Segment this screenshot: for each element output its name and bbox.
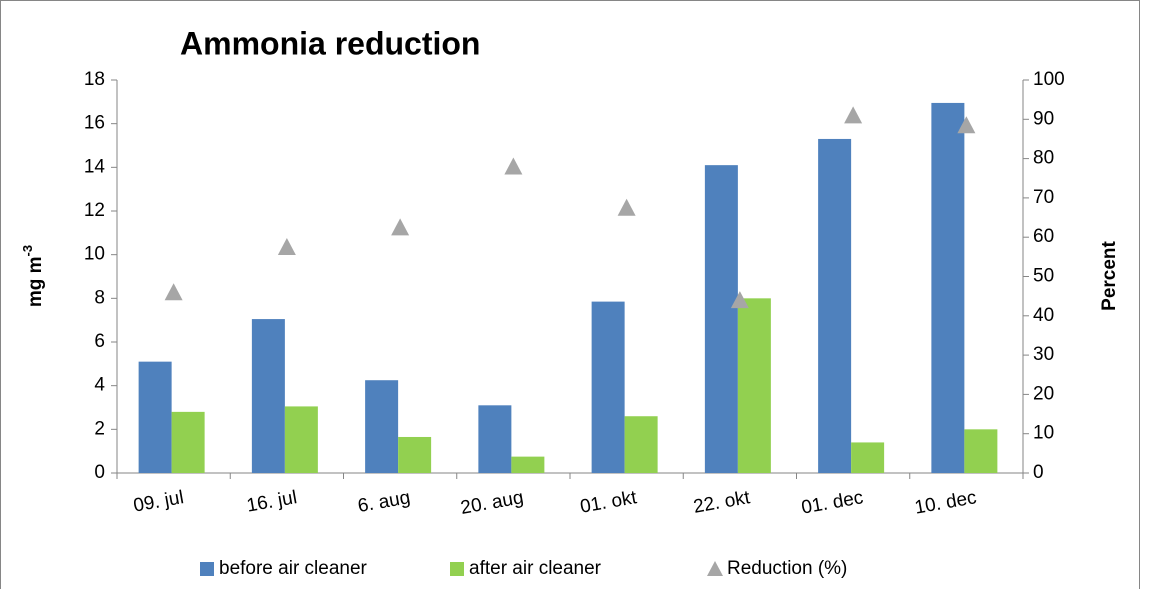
y2-tick-label: 40 [1033, 305, 1054, 326]
bar [398, 436, 432, 473]
bar [478, 405, 512, 473]
marker [957, 116, 976, 134]
marker [277, 238, 296, 256]
y2-tick-label: 90 [1033, 108, 1054, 129]
y2-tick-label: 0 [1033, 462, 1044, 483]
legend-marker [707, 561, 723, 576]
y-tick-label: 6 [94, 331, 105, 352]
bar [818, 138, 852, 473]
y-tick-label: 16 [84, 113, 105, 134]
y2-tick-label: 10 [1033, 423, 1054, 444]
y2-tick-label: 70 [1033, 187, 1054, 208]
chart-title: Ammonia reduction [180, 25, 480, 61]
marker [391, 218, 410, 236]
marker [164, 283, 183, 301]
bar [931, 102, 965, 474]
y2-tick-label: 30 [1033, 344, 1054, 365]
marker [617, 198, 636, 216]
marker [504, 157, 523, 175]
y-tick-label: 18 [84, 69, 105, 90]
legend-label: before air cleaner [219, 558, 368, 579]
bar [704, 165, 738, 473]
legend-swatch [450, 562, 464, 576]
bar [851, 442, 885, 473]
bar [284, 406, 318, 473]
legend-label: Reduction (%) [727, 558, 847, 579]
bar [964, 429, 998, 473]
y-tick-label: 0 [94, 462, 105, 483]
y2-tick-label: 100 [1033, 69, 1065, 90]
y-tick-label: 12 [84, 200, 105, 221]
y-axis-label-sup: -3 [20, 245, 35, 257]
y-tick-label: 8 [94, 287, 105, 308]
y-tick-label: 10 [84, 244, 105, 265]
bar [251, 319, 285, 473]
bar [624, 416, 658, 473]
y2-tick-label: 80 [1033, 148, 1054, 169]
legend-label: after air cleaner [469, 558, 602, 579]
bar [138, 361, 172, 473]
marker [730, 291, 749, 309]
bar [365, 380, 399, 473]
y-axis-label-text: mg m [25, 256, 46, 307]
y2-tick-label: 20 [1033, 383, 1054, 404]
y2-tick-label: 50 [1033, 266, 1054, 287]
y-tick-label: 4 [94, 375, 105, 396]
bar [171, 411, 205, 473]
y-tick-label: 2 [94, 418, 105, 439]
y-axis-label: mg m-3 [20, 245, 46, 307]
y2-tick-label: 60 [1033, 226, 1054, 247]
marker [844, 106, 863, 124]
y-tick-label: 14 [84, 156, 106, 177]
bar [737, 298, 771, 473]
bar [591, 301, 625, 473]
bar [511, 456, 545, 473]
legend-swatch [200, 562, 214, 576]
y2-axis-label: Percent [1099, 240, 1120, 310]
